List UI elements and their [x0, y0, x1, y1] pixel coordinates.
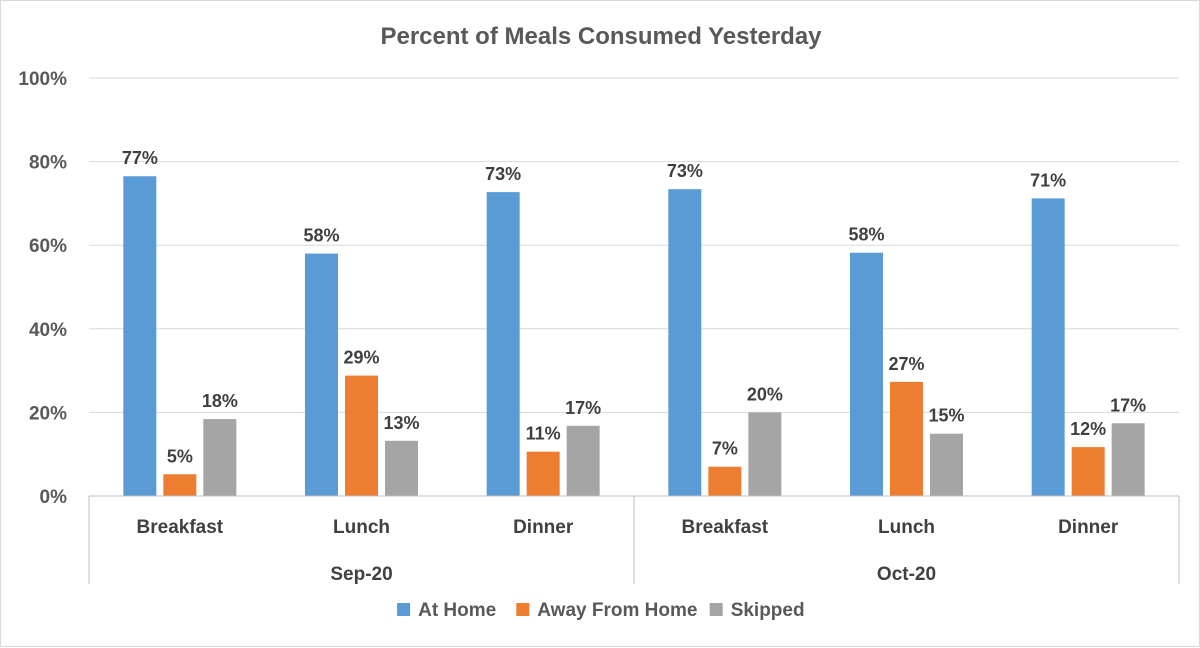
bar-at-home — [486, 192, 520, 496]
bar-at-home — [1031, 198, 1065, 496]
category-label: Lunch — [333, 517, 390, 538]
data-label: 27% — [888, 354, 924, 374]
data-label: 7% — [712, 439, 738, 459]
data-label: 17% — [1110, 395, 1146, 415]
bar-away-from-home — [708, 466, 742, 496]
y-tick-label: 40% — [29, 320, 67, 341]
data-label: 15% — [928, 406, 964, 426]
y-tick-label: 20% — [29, 403, 67, 424]
bar-at-home — [850, 252, 883, 496]
bar-skipped — [566, 425, 600, 496]
y-tick-label: 100% — [18, 69, 67, 90]
y-tick-label: 60% — [29, 236, 67, 257]
category-label: Dinner — [1058, 517, 1119, 538]
category-label: Breakfast — [682, 517, 769, 538]
bar-skipped — [203, 419, 237, 496]
data-label: 77% — [122, 148, 158, 168]
bar-away-from-home — [345, 375, 378, 496]
data-label: 5% — [167, 446, 193, 466]
data-label: 18% — [202, 391, 238, 411]
y-tick-label: 80% — [29, 153, 67, 174]
category-label: Lunch — [878, 517, 935, 538]
data-label: 73% — [485, 164, 521, 184]
legend-swatch — [397, 603, 411, 616]
category-label: Breakfast — [137, 517, 224, 538]
data-label: 58% — [848, 225, 884, 245]
data-label: 13% — [383, 413, 419, 433]
bar-skipped — [748, 412, 782, 496]
gridlines — [89, 77, 1179, 497]
x-axis: Breakfast Lunch Dinner Sep-20 Breakfast Lunch… — [88, 495, 1180, 585]
data-labels: 77%5%18%58%29%13%73%11%17%73%7%20%58%27%… — [122, 148, 1146, 466]
chart-title: Percent of Meals Consumed Yesterday — [380, 23, 822, 50]
data-label: 20% — [747, 384, 783, 404]
bar-away-from-home — [890, 381, 923, 496]
data-label: 58% — [303, 226, 339, 246]
bars — [123, 176, 1145, 497]
data-label: 73% — [667, 161, 703, 181]
bar-skipped — [1111, 423, 1145, 496]
data-label: 12% — [1070, 419, 1106, 439]
data-label: 11% — [526, 424, 561, 444]
bar-away-from-home — [526, 451, 560, 496]
bar-skipped — [385, 440, 418, 496]
legend-label: Away From Home — [537, 600, 697, 621]
bar-skipped — [930, 433, 963, 496]
bar-at-home — [668, 189, 702, 497]
bar-away-from-home — [1071, 447, 1105, 496]
group-label: Oct-20 — [877, 564, 936, 585]
y-tick-label: 0% — [40, 487, 68, 508]
bar-at-home — [123, 176, 157, 497]
group-label: Sep-20 — [330, 564, 392, 585]
legend-swatch — [709, 603, 723, 616]
legend: At Home Away From Home Skipped — [397, 600, 805, 621]
data-label: 17% — [565, 398, 601, 418]
bar-at-home — [305, 253, 338, 496]
data-label: 71% — [1030, 170, 1066, 190]
category-label: Dinner — [513, 517, 574, 538]
bar-away-from-home — [163, 474, 197, 496]
legend-swatch — [516, 603, 530, 616]
legend-label: At Home — [418, 600, 496, 621]
y-axis-ticks: 0% 20% 40% 60% 80% 100% — [18, 69, 67, 508]
data-label: 29% — [343, 348, 379, 368]
legend-label: Skipped — [731, 600, 805, 621]
